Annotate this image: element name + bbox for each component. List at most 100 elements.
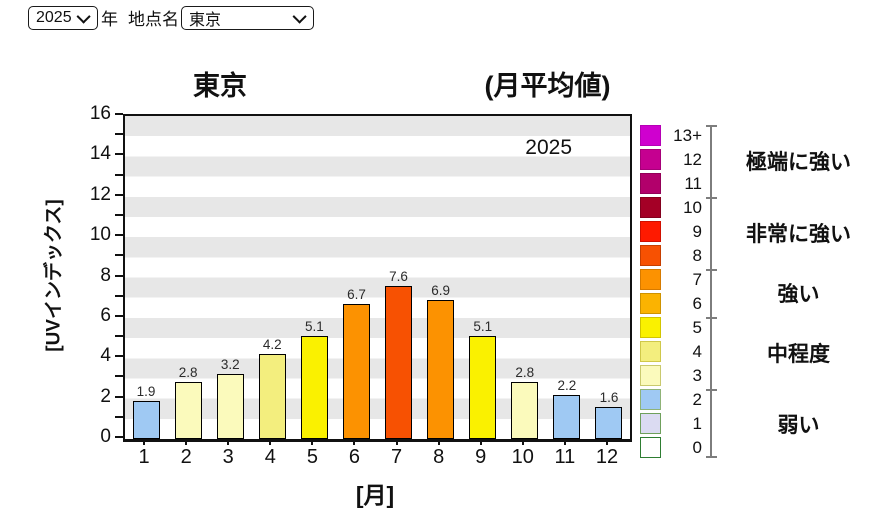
legend-level-label-3: 3 (692, 366, 702, 385)
legend-level-label-7: 7 (692, 270, 702, 289)
y-tick-8 (115, 274, 123, 277)
y-tick-label-2: 2 (100, 385, 111, 407)
y-tick-0 (115, 436, 123, 438)
y-tick-5 (115, 335, 123, 338)
bar-value-month-8: 6.9 (431, 282, 451, 298)
legend-level-label-8: 8 (692, 246, 702, 265)
legend-swatch-7 (640, 269, 661, 290)
legend-level-label-0: 0 (692, 438, 702, 457)
chart-title-subtitle: (月平均値) (484, 71, 611, 101)
x-tick-2 (185, 440, 188, 445)
legend-swatch-3 (640, 365, 661, 386)
legend-level-label-1: 1 (692, 414, 702, 433)
chevron-down-icon (76, 9, 91, 24)
legend-swatch-10 (640, 197, 661, 218)
x-tick-11 (563, 440, 566, 445)
x-tick-label-7: 7 (390, 446, 403, 468)
bar-month-11 (553, 394, 581, 439)
y-tick-9 (115, 254, 123, 257)
bar-value-month-7: 7.6 (389, 268, 408, 284)
y-tick-10 (115, 234, 123, 237)
x-tick-label-1: 1 (138, 446, 150, 468)
legend-swatch-11 (640, 173, 661, 194)
bar-month-8 (427, 299, 455, 439)
x-tick-label-3: 3 (222, 446, 234, 468)
y-tick-6 (115, 314, 123, 317)
legend-scale-cap-2 (706, 269, 717, 271)
y-tick-label-0: 0 (100, 426, 111, 447)
legend-level-label-5: 5 (692, 318, 702, 337)
legend-level-label-4: 4 (692, 342, 702, 361)
legend-scale-cap-5 (706, 456, 717, 458)
bar-month-4 (258, 354, 286, 439)
legend-level-label-12: 12 (683, 150, 702, 169)
legend-swatch-13+ (640, 125, 661, 146)
x-tick-label-10: 10 (511, 446, 534, 468)
bar-value-month-11: 2.2 (557, 377, 577, 393)
legend-level-label-6: 6 (692, 294, 702, 313)
y-tick-4 (115, 355, 123, 358)
legend-group-label-2: 強い (777, 283, 820, 306)
x-tick-label-5: 5 (306, 446, 318, 468)
legend-scale-cap-0 (706, 125, 717, 127)
bar-value-month-1: 1.9 (136, 383, 156, 399)
bar-value-month-9: 5.1 (473, 319, 493, 335)
bar-month-9 (469, 336, 497, 439)
legend-group-label-1: 非常に強い (746, 223, 851, 246)
legend-swatch-1 (640, 413, 661, 434)
x-tick-5 (311, 440, 314, 445)
x-tick-8 (437, 440, 440, 445)
y-tick-label-12: 12 (89, 183, 111, 205)
y-tick-label-14: 14 (89, 143, 111, 165)
x-tick-9 (479, 440, 482, 445)
y-tick-1 (115, 415, 123, 418)
y-tick-11 (115, 213, 123, 216)
legend-swatch-4 (640, 341, 661, 362)
y-tick-13 (115, 173, 123, 176)
bar-month-7 (385, 285, 413, 439)
legend-group-label-3: 中程度 (767, 343, 830, 366)
legend-group-label-0: 極端に強い (746, 151, 851, 174)
x-tick-1 (143, 440, 146, 445)
legend-level-label-11: 11 (684, 174, 702, 193)
x-axis-label: [月] (355, 482, 395, 508)
chart-title-station: 東京 (193, 71, 247, 101)
y-tick-12 (115, 193, 123, 196)
bar-value-month-4: 4.2 (262, 337, 282, 353)
bar-value-month-6: 6.7 (347, 286, 366, 302)
y-tick-15 (115, 133, 123, 136)
bar-value-month-10: 2.8 (515, 365, 535, 381)
bar-value-month-5: 5.1 (304, 319, 324, 335)
year-annotation: 2025 (525, 136, 572, 159)
legend-scale-cap-1 (706, 197, 717, 199)
x-tick-label-11: 11 (554, 446, 576, 468)
x-tick-label-8: 8 (433, 446, 445, 468)
chevron-down-icon (292, 9, 307, 24)
legend-swatch-9 (640, 221, 661, 242)
x-tick-label-4: 4 (264, 446, 276, 468)
legend-level-label-9: 9 (692, 222, 702, 241)
y-tick-16 (115, 113, 123, 115)
legend-level-label-10: 10 (683, 198, 702, 217)
bar-month-1 (132, 400, 160, 439)
legend-scale-cap-3 (706, 317, 717, 319)
x-tick-7 (395, 440, 398, 445)
y-axis-label: [UVインデックス] (43, 199, 65, 352)
legend-scale-line (710, 125, 712, 458)
y-tick-label-16: 16 (89, 103, 111, 124)
bar-month-5 (300, 336, 328, 439)
bar-month-2 (174, 382, 202, 439)
bar-month-6 (342, 303, 370, 439)
x-tick-4 (269, 440, 272, 445)
station-select[interactable]: 東京 (181, 5, 314, 30)
y-tick-14 (115, 153, 123, 156)
legend-swatch-5 (640, 317, 661, 338)
bar-month-3 (216, 374, 244, 439)
year-select[interactable]: 2025 (28, 5, 98, 30)
y-tick-3 (115, 375, 123, 378)
y-tick-label-10: 10 (89, 224, 111, 246)
bar-value-month-12: 1.6 (599, 389, 619, 405)
x-tick-3 (227, 440, 230, 445)
legend-scale-cap-4 (706, 389, 717, 391)
